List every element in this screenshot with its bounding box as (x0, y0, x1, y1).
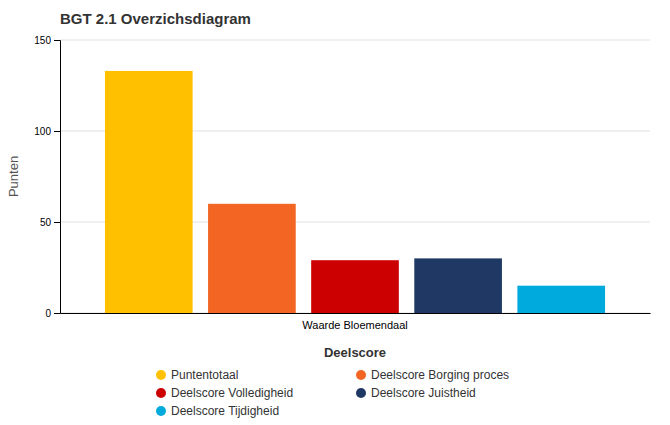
legend-label: Deelscore Volledigheid (171, 386, 293, 400)
y-tick-label: 0 (45, 308, 51, 319)
legend-label: Deelscore Borging proces (371, 368, 509, 382)
legend-item: Deelscore Juistheid (356, 386, 476, 400)
bar (414, 258, 502, 313)
x-axis-title: Deelscore (324, 345, 386, 360)
y-tick-label: 50 (40, 217, 52, 228)
bar (105, 71, 193, 313)
legend-label: Deelscore Juistheid (371, 386, 476, 400)
y-tick-mark (54, 131, 60, 132)
y-tick-mark (54, 313, 60, 314)
legend-label: Puntentotaal (171, 368, 238, 382)
x-tick-label: Waarde Bloemendaal (302, 319, 407, 331)
y-axis-title: Punten (6, 156, 21, 197)
y-tick: 0 (45, 308, 60, 319)
plot: 0 50 100 150 Waarde Bloemendaal (34, 35, 650, 331)
grid-line (60, 40, 650, 41)
legend-swatch (356, 388, 366, 398)
legend-item: Deelscore Tijdigheid (156, 404, 279, 418)
y-axis: 0 50 100 150 (34, 35, 60, 319)
x-axis-line (61, 313, 651, 314)
legend-item: Deelscore Volledigheid (156, 386, 293, 400)
grid (60, 40, 650, 313)
y-tick-mark (54, 40, 60, 41)
bar (517, 286, 605, 313)
y-tick-label: 150 (34, 35, 51, 46)
y-tick-label: 100 (34, 126, 51, 137)
title: BGT 2.1 Overzichsdiagram (60, 10, 251, 27)
legend-item: Puntentotaal (156, 368, 238, 382)
y-tick-mark (54, 222, 60, 223)
legend-swatch (156, 388, 166, 398)
y-tick: 50 (40, 217, 60, 228)
y-tick: 100 (34, 126, 60, 137)
bar (208, 204, 296, 313)
legend-item: Deelscore Borging proces (356, 368, 509, 382)
x-tick: Waarde Bloemendaal (302, 319, 407, 331)
legend-swatch (356, 370, 366, 380)
legend-swatch (156, 370, 166, 380)
legend-swatch (156, 406, 166, 416)
bar (311, 260, 399, 313)
y-tick: 150 (34, 35, 60, 46)
y-axis-line (54, 41, 61, 314)
legend: Puntentotaal Deelscore Borging proces Deel… (156, 368, 509, 418)
legend-label: Deelscore Tijdigheid (171, 404, 279, 418)
bars (105, 71, 605, 313)
x-axis: Waarde Bloemendaal (61, 314, 651, 331)
chart: 0 50 100 150 Waarde Bloemendaal BGT 2.1 Overz… (0, 0, 670, 425)
